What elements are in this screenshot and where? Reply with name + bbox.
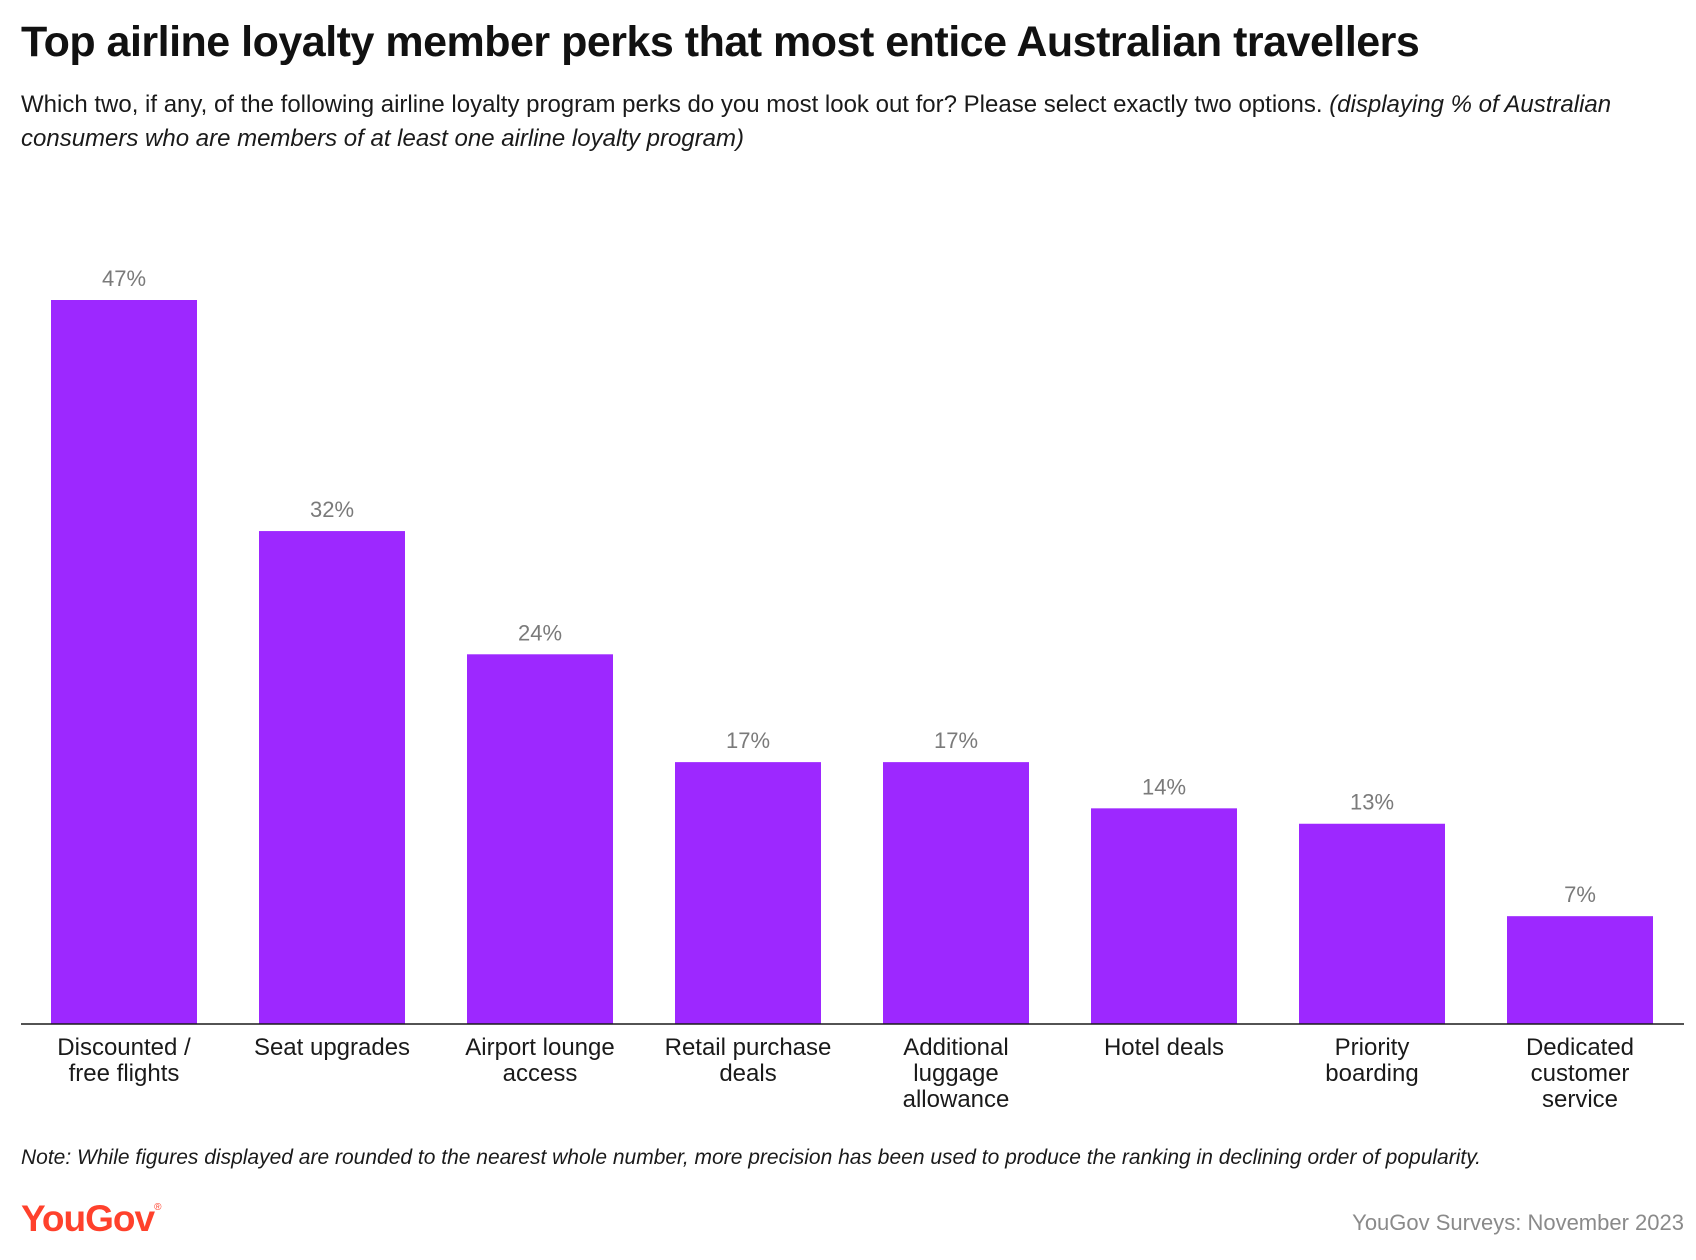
bar <box>51 300 197 1024</box>
value-label: 17% <box>934 728 978 753</box>
chart-subtitle: Which two, if any, of the following airl… <box>21 88 1661 156</box>
value-label: 47% <box>102 266 146 291</box>
source-label: YouGov Surveys: November 2023 <box>1352 1210 1684 1235</box>
category-label-line: Airport lounge <box>465 1034 614 1061</box>
category-label: Airport lounge access <box>465 1034 614 1087</box>
category-label-line: free flights <box>69 1060 180 1087</box>
bar <box>883 762 1029 1024</box>
category-label-line: luggage <box>913 1060 998 1087</box>
bar <box>1091 808 1237 1024</box>
category-label: Seat upgrades <box>254 1034 410 1061</box>
bar <box>259 531 405 1024</box>
category-label: Additional luggage allowance <box>903 1034 1010 1113</box>
category-label-line: Priority <box>1335 1034 1410 1061</box>
value-label: 13% <box>1350 790 1394 815</box>
category-label: Discounted / free flights <box>57 1034 191 1087</box>
bar <box>467 654 613 1024</box>
yougov-logo: YouGov® <box>21 1198 162 1240</box>
bar <box>1299 823 1445 1024</box>
value-label: 24% <box>518 620 562 645</box>
bar <box>675 762 821 1024</box>
chart-title: Top airline loyalty member perks that mo… <box>21 18 1420 66</box>
category-label-line: service <box>1542 1086 1618 1113</box>
value-label: 14% <box>1142 774 1186 799</box>
bar <box>1507 916 1653 1024</box>
category-label-line: Retail purchase <box>665 1034 832 1061</box>
category-label-line: deals <box>719 1060 776 1087</box>
bars-group: 47% Discounted / free flights 32% Seat upgra… <box>51 266 1653 1113</box>
category-label: Hotel deals <box>1104 1034 1224 1061</box>
category-label-line: customer <box>1531 1060 1630 1087</box>
category-label-line: allowance <box>903 1086 1010 1113</box>
logo-text: YouGov <box>21 1198 155 1239</box>
category-label-line: access <box>503 1060 578 1087</box>
subtitle-note: (displaying % of Australian consumers wh… <box>21 91 1612 152</box>
category-label: Dedicated customer service <box>1526 1034 1634 1113</box>
category-label-line: boarding <box>1325 1060 1418 1087</box>
value-label: 17% <box>726 728 770 753</box>
category-label-line: Seat upgrades <box>254 1034 410 1061</box>
registered-mark: ® <box>154 1202 161 1213</box>
footnote: Note: While figures displayed are rounde… <box>21 1146 1481 1169</box>
value-label: 7% <box>1564 882 1596 907</box>
category-label-line: Additional <box>903 1034 1008 1061</box>
category-label: Priority boarding <box>1325 1034 1418 1087</box>
bar-chart: 47% Discounted / free flights 32% Seat upgra… <box>21 266 1684 1113</box>
category-label-line: Hotel deals <box>1104 1034 1224 1061</box>
value-label: 32% <box>310 497 354 522</box>
subtitle-question: Which two, if any, of the following airl… <box>21 91 1323 118</box>
category-label-line: Dedicated <box>1526 1034 1634 1061</box>
category-label-line: Discounted / <box>57 1034 191 1061</box>
category-label: Retail purchase deals <box>665 1034 832 1087</box>
